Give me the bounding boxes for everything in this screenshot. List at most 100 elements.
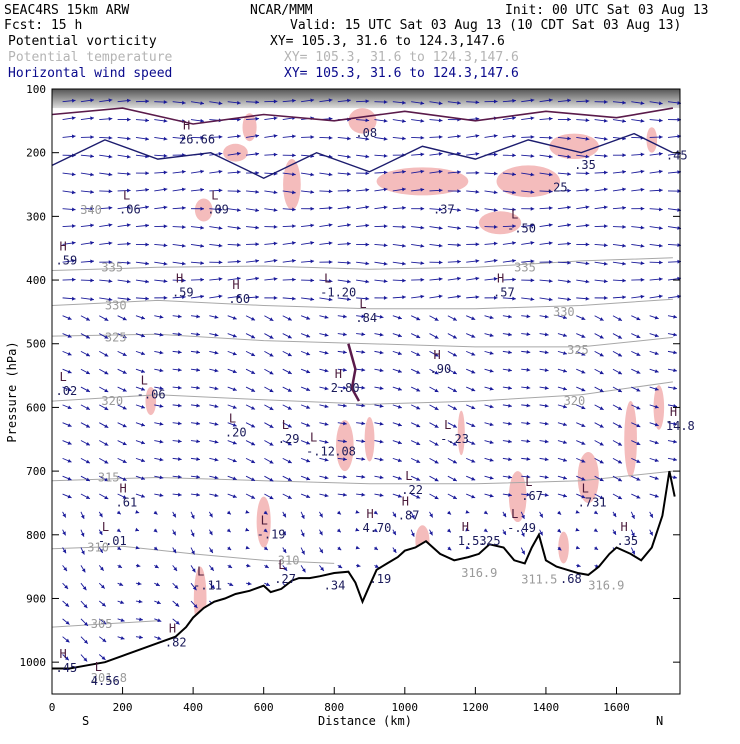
pv-low-marker: L [60, 370, 67, 384]
pv-value-label: -.12 [306, 445, 335, 459]
theta-label: 311.5 [521, 572, 557, 586]
center-name: NCAR/MMM [250, 3, 313, 18]
pv-value-label: .25 [546, 180, 568, 194]
pv-value-label: .35 [616, 534, 638, 548]
init-time: Init: 00 UTC Sat 03 Aug 13 [505, 3, 709, 18]
x-tick-label: 1400 [533, 701, 560, 714]
pv-low-marker: L [102, 520, 109, 534]
pv-high-marker: H [120, 482, 127, 496]
pv-value-label: -.19 [257, 527, 286, 541]
pv-high-marker: H [335, 367, 342, 381]
pv-shading-blob [223, 144, 248, 162]
y-tick-label: 900 [26, 592, 46, 605]
forecast-hour: Fcst: 15 h [4, 18, 82, 33]
x-end-label-left: S [82, 714, 89, 728]
pv-low-marker: L [444, 418, 451, 432]
pv-value-label: .87 [398, 508, 420, 522]
pv-low-marker: L [324, 271, 331, 285]
pv-low-marker: L [261, 513, 268, 527]
pv-value-label: .35 [574, 158, 596, 172]
pv-value-label: .34 [324, 578, 346, 592]
pv-low-marker: L [405, 469, 412, 483]
pv-value-label: -.49 [507, 521, 536, 535]
pv-low-marker: L [211, 189, 218, 203]
pv-high-marker: H [169, 622, 176, 636]
y-tick-label: 100 [26, 83, 46, 96]
x-tick-label: 0 [49, 701, 56, 714]
pv-value-label: .08 [334, 445, 356, 459]
pv-value-label: .45 [666, 149, 688, 163]
theta-label: 335 [101, 260, 123, 274]
model-name: SEAC4RS 15km ARW [4, 3, 129, 18]
y-tick-label: 800 [26, 529, 46, 542]
pv-value-label: .82 [165, 636, 187, 650]
pv-low-marker: L [197, 564, 204, 578]
pv-value-label: .45 [56, 661, 78, 675]
theta-label: 330 [105, 299, 127, 313]
theta-label: 325 [567, 343, 589, 357]
valid-time: Valid: 15 UTC Sat 03 Aug 13 (10 CDT Sat … [290, 18, 681, 33]
field-name-pv: Potential vorticity [8, 34, 157, 49]
y-tick-label: 300 [26, 210, 46, 223]
pv-value-label: .90 [430, 362, 452, 376]
pv-value-label: -.06 [137, 387, 166, 401]
x-axis-label: Distance (km) [318, 714, 412, 728]
y-tick-label: 600 [26, 401, 46, 414]
theta-label: 316.9 [461, 566, 497, 580]
field-xy-theta: XY= 105.3, 31.6 to 124.3,147.6 [284, 50, 519, 65]
pv-value-label: -.01 [98, 534, 127, 548]
field-name-theta: Potential temperature [8, 50, 173, 65]
pv-value-label: .06 [119, 203, 141, 217]
x-tick-label: 600 [254, 701, 274, 714]
pv-value-label: .731 [578, 496, 607, 510]
y-tick-label: 700 [26, 465, 46, 478]
theta-label: 316.9 [588, 579, 624, 593]
pv-shading-blob [624, 401, 637, 477]
pv-high-marker: H [232, 278, 239, 292]
x-end-label-right: N [656, 714, 663, 728]
pv-high-marker: H [60, 240, 67, 254]
pv-high-marker: H [620, 520, 627, 534]
theta-label: 330 [553, 305, 575, 319]
pv-value-label: .27 [274, 572, 296, 586]
pv-low-marker: L [95, 660, 102, 674]
pv-low-marker: L [359, 297, 366, 311]
pv-value-label: -.50 [507, 222, 536, 236]
pv-value-label: .57 [493, 285, 515, 299]
pv-value-label: 2.80 [331, 381, 360, 395]
pv-value-label: -.11 [193, 578, 222, 592]
pv-value-label: .67 [521, 489, 543, 503]
pv-high-marker: H [497, 271, 504, 285]
pv-value-label: .20 [225, 426, 247, 440]
pv-high-marker: H [462, 520, 469, 534]
pv-value-label: -.23 [440, 432, 469, 446]
theta-label: 335 [514, 260, 536, 274]
pv-low-marker: L [511, 208, 518, 222]
pv-value-label: 4.70 [362, 521, 391, 535]
pv-high-marker: H [183, 119, 190, 133]
pv-shading-blob [365, 417, 375, 462]
pv-high-band [52, 89, 680, 108]
pv-low-marker: L [123, 189, 130, 203]
pv-high-marker: H [434, 348, 441, 362]
theta-label: 305 [91, 617, 113, 631]
pv-value-label: .09 [207, 203, 229, 217]
x-tick-label: 1200 [462, 701, 489, 714]
pv-high-marker: H [60, 647, 67, 661]
x-tick-label: 200 [113, 701, 133, 714]
field-xy-pv: XY= 105.3, 31.6 to 124.3,147.6 [270, 34, 505, 49]
pv-value-label: .02 [56, 384, 78, 398]
pv-value-label: .19 [370, 572, 392, 586]
theta-label: 340 [80, 203, 102, 217]
pv-low-marker: L [511, 507, 518, 521]
pv-low-marker: L [582, 482, 589, 496]
y-tick-label: 1000 [20, 656, 47, 669]
pv-low-marker: L [525, 475, 532, 489]
pv-value-label: .60 [228, 292, 250, 306]
pv-value-label: .37 [433, 203, 455, 217]
pv-shading-blob [283, 159, 301, 210]
theta-label: 320 [564, 394, 586, 408]
pv-value-label: .59 [172, 285, 194, 299]
pv-value-label: .29 [278, 432, 300, 446]
